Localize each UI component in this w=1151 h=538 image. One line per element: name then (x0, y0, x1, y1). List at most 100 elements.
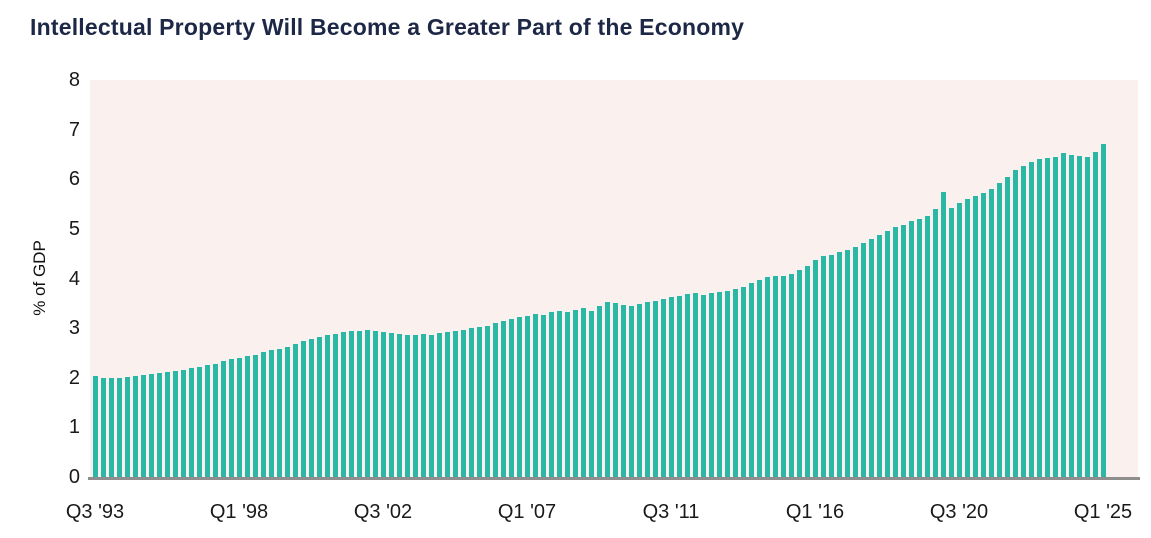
x-tick-label: Q3 '02 (353, 501, 413, 523)
bar (1013, 170, 1018, 477)
bar (301, 341, 306, 477)
bar (485, 325, 490, 477)
bar (821, 256, 826, 477)
bar (669, 297, 674, 477)
bar (317, 337, 322, 477)
bar (589, 310, 594, 477)
bar (253, 354, 258, 477)
bar (213, 363, 218, 477)
bar (117, 377, 122, 477)
bar (229, 359, 234, 477)
bar (1093, 151, 1098, 477)
bar (1005, 176, 1010, 477)
bar (381, 331, 386, 477)
bar (205, 365, 210, 477)
bar (621, 304, 626, 477)
bar (789, 273, 794, 477)
bar (581, 308, 586, 477)
bar (469, 328, 474, 477)
bar (733, 289, 738, 477)
bar (981, 192, 986, 477)
bar (677, 295, 682, 477)
x-tick-label: Q1 '16 (785, 501, 845, 523)
bar (509, 319, 514, 477)
plot-area (90, 80, 1138, 477)
bar (1069, 155, 1074, 477)
y-tick-label: 8 (68, 69, 80, 91)
x-axis-line (88, 477, 1140, 480)
bar (101, 377, 106, 477)
x-tick-label: Q1 '25 (1073, 501, 1133, 523)
bar (517, 317, 522, 477)
x-tick-label: Q3 '20 (929, 501, 989, 523)
bar (805, 266, 810, 477)
x-axis-ticks: Q3 '93 Q1 '98 Q3 '02 Q1 '07 Q3 '11 Q1 '16 Q3 '… (66, 501, 1138, 531)
y-tick-label: 2 (68, 366, 80, 389)
bar (661, 299, 666, 477)
bar (1101, 144, 1106, 477)
bar (349, 331, 354, 477)
bar (1077, 156, 1082, 477)
bar (93, 376, 98, 477)
bar (685, 294, 690, 477)
x-tick-label: Q3 '11 (642, 501, 700, 523)
bar (445, 332, 450, 477)
bar (917, 218, 922, 477)
bar (421, 334, 426, 477)
y-tick-label: 7 (68, 118, 80, 141)
bar (717, 292, 722, 477)
bar (749, 283, 754, 477)
y-tick-label: 0 (68, 466, 80, 488)
x-tick-label: Q1 '98 (209, 501, 269, 523)
bar (461, 330, 466, 477)
bar (277, 348, 282, 477)
bar (325, 335, 330, 477)
bar (597, 305, 602, 477)
bar (765, 277, 770, 477)
bar (965, 199, 970, 477)
bar (709, 293, 714, 477)
bar (877, 234, 882, 477)
bar (541, 315, 546, 477)
bar (269, 350, 274, 477)
bar (629, 305, 634, 477)
bar (221, 361, 226, 477)
bar (1037, 159, 1042, 477)
bar (157, 372, 162, 477)
bar (901, 224, 906, 477)
bar (309, 339, 314, 477)
bar (741, 286, 746, 477)
bar (197, 366, 202, 477)
bar (861, 242, 866, 477)
bar (973, 196, 978, 477)
y-tick-label: 1 (68, 416, 80, 439)
bar (1045, 158, 1050, 477)
bar (405, 335, 410, 477)
bar (565, 311, 570, 477)
bar (557, 310, 562, 477)
bar (413, 335, 418, 477)
bar (237, 357, 242, 477)
bar (149, 373, 154, 477)
bar (637, 304, 642, 477)
bar (165, 371, 170, 477)
bar (261, 352, 266, 477)
bar (109, 378, 114, 477)
bar (757, 280, 762, 477)
bar (173, 370, 178, 477)
bar (189, 368, 194, 477)
bar (549, 312, 554, 477)
bar (1029, 161, 1034, 477)
bar (1053, 156, 1058, 477)
bar (941, 191, 946, 477)
bar (181, 369, 186, 477)
bar (389, 333, 394, 477)
y-tick-label: 5 (68, 217, 80, 240)
bar (909, 221, 914, 477)
bar (829, 254, 834, 477)
bar (429, 334, 434, 477)
bar (453, 331, 458, 477)
bar (613, 303, 618, 477)
bar (781, 276, 786, 477)
